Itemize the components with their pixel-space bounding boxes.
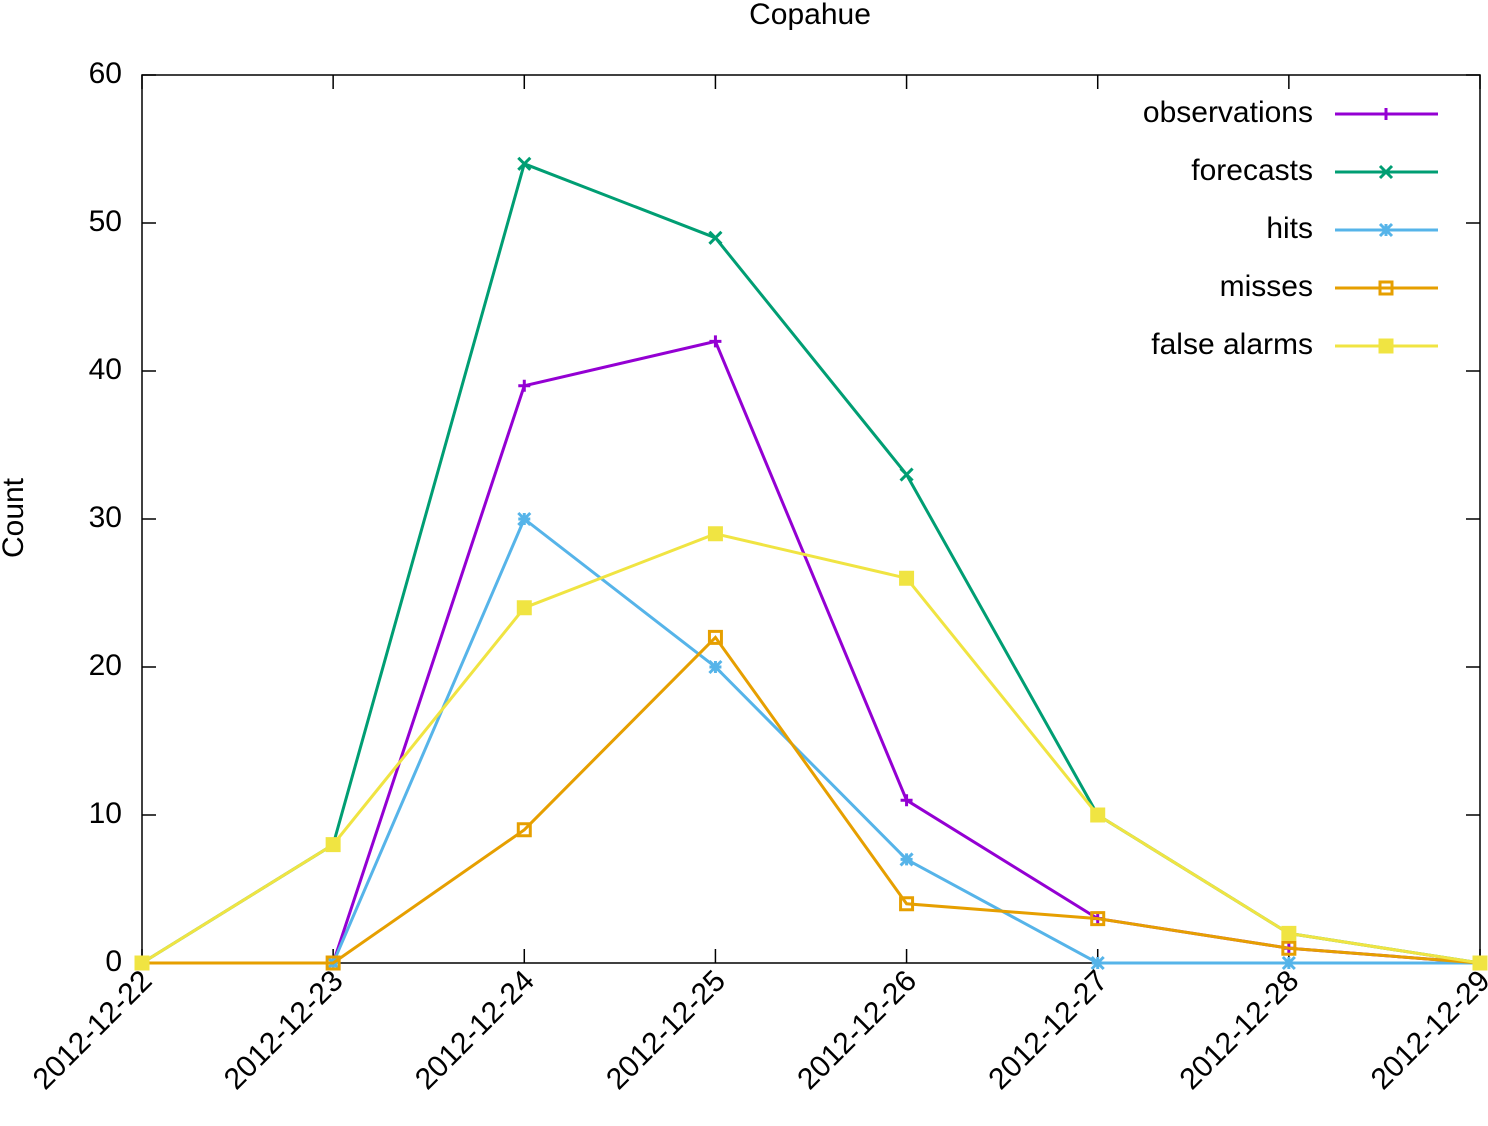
data-point [709, 335, 722, 348]
data-point [899, 852, 914, 867]
legend-label: misses [1220, 270, 1313, 303]
series-line [142, 516, 1480, 965]
data-point [899, 467, 914, 482]
y-tick-label: 10 [89, 797, 122, 830]
series-line [141, 532, 1481, 965]
x-tick-label: 2012-12-26 [791, 964, 923, 1096]
series-line [142, 635, 1481, 965]
data-point [899, 896, 915, 912]
x-tick-label: 2012-12-22 [27, 964, 159, 1096]
data-point [517, 156, 532, 171]
x-tick-label: 2012-12-24 [409, 964, 541, 1096]
y-tick-label: 60 [89, 57, 122, 90]
data-point [708, 230, 723, 245]
data-point [517, 511, 532, 527]
y-tick-label: 0 [105, 945, 122, 978]
data-point [707, 629, 723, 645]
data-point [708, 659, 723, 675]
legend-marker [1378, 338, 1394, 354]
y-axis-label: Count [0, 477, 30, 558]
data-point [1281, 925, 1297, 941]
data-point [899, 570, 915, 586]
legend-marker [1378, 280, 1394, 296]
y-tick-label: 40 [89, 353, 122, 386]
y-tick-label: 30 [89, 501, 122, 534]
data-point [518, 379, 531, 392]
data-point [1281, 940, 1297, 956]
y-tick-label: 20 [89, 649, 122, 682]
chart-title: Copahue [749, 0, 871, 31]
legend-label: false alarms [1151, 328, 1313, 361]
plot-border [141, 74, 1481, 964]
series-line [142, 339, 1481, 965]
legend-label: hits [1266, 212, 1313, 245]
data-point [707, 526, 723, 542]
data-point [325, 837, 341, 853]
data-point [1472, 955, 1488, 971]
data-point [1281, 955, 1296, 971]
data-point [516, 822, 532, 838]
y-tick-label: 50 [89, 205, 122, 238]
data-point [134, 955, 150, 971]
legend-marker [1380, 108, 1392, 120]
legend-marker [1378, 222, 1394, 238]
x-tick-label: 2012-12-27 [982, 964, 1114, 1096]
x-tick-label: 2012-12-29 [1365, 964, 1488, 1096]
data-point [1090, 807, 1106, 823]
x-tick-label: 2012-12-25 [600, 964, 732, 1096]
x-tick-label: 2012-12-28 [1174, 964, 1306, 1096]
data-point [516, 600, 532, 616]
data-point [325, 955, 341, 971]
legend-label: forecasts [1191, 154, 1313, 187]
data-point [1090, 911, 1106, 927]
legend-marker [1378, 164, 1394, 180]
data-point [1090, 955, 1105, 971]
x-tick-label: 2012-12-23 [218, 964, 350, 1096]
data-point [900, 794, 913, 807]
legend-label: observations [1143, 96, 1313, 129]
